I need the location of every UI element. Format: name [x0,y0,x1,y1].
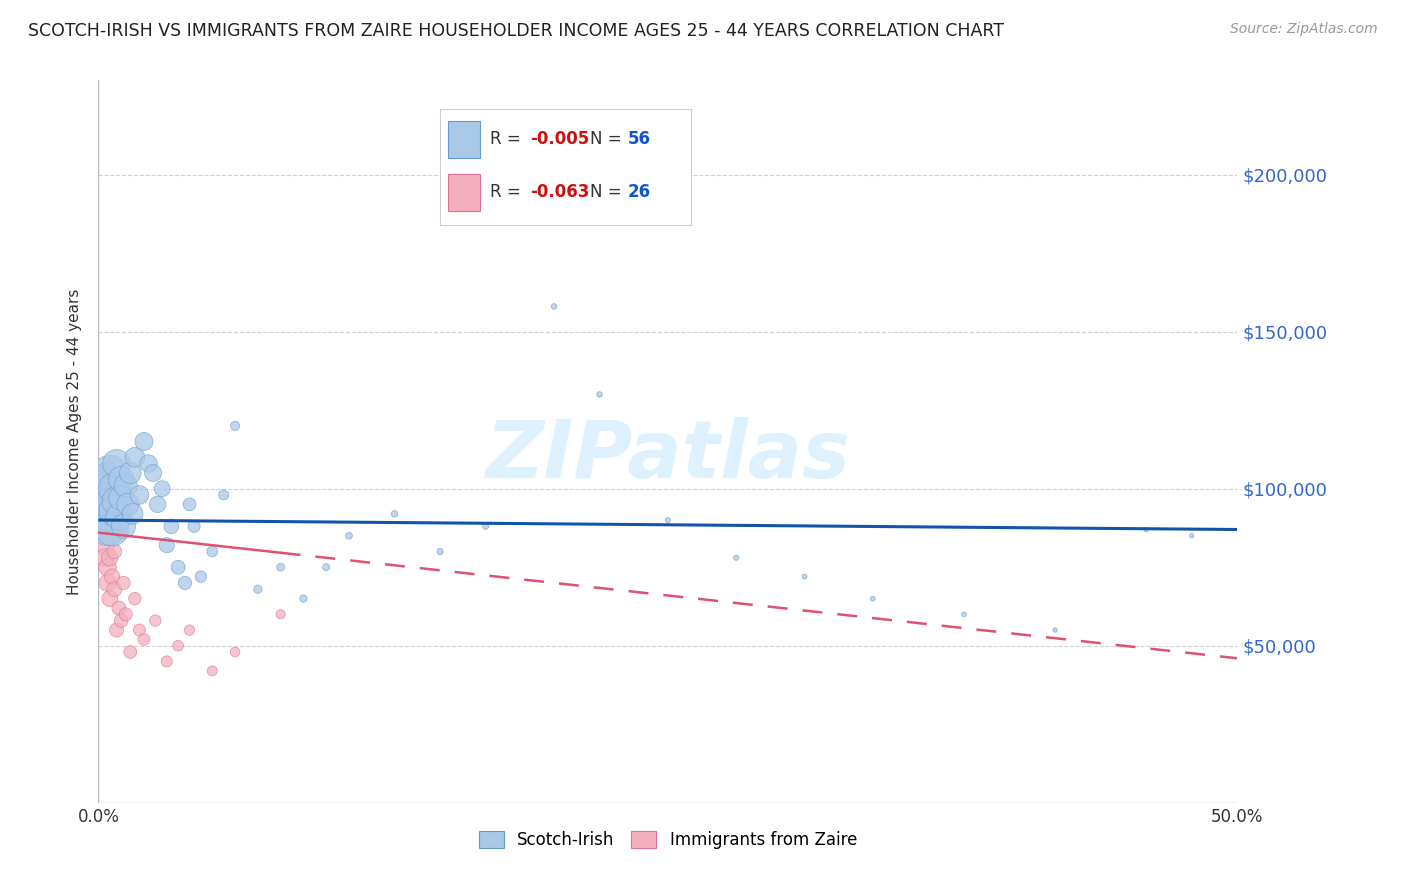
Point [337,529,360,543]
Point [121,507,143,521]
Point [96,519,118,533]
Point [91,482,114,496]
Point [201,664,224,678]
Point [132,632,155,647]
Point [120,645,142,659]
Point [103,482,125,496]
Legend: Scotch-Irish, Immigrants from Zaire: Scotch-Irish, Immigrants from Zaire [472,824,863,856]
Point [128,623,150,637]
Point [167,560,190,574]
Point [103,582,125,597]
Point [429,544,451,558]
Point [270,607,292,622]
Point [384,507,406,521]
Point [1181,529,1204,543]
Point [96,560,118,574]
Point [124,591,146,606]
Point [1135,523,1157,537]
Point [160,519,183,533]
Text: ZIPatlas: ZIPatlas [485,417,851,495]
Point [112,519,135,533]
Point [101,569,124,583]
Point [183,519,205,533]
Point [793,569,815,583]
Point [105,457,128,471]
Point [105,623,128,637]
Point [124,450,146,465]
Point [114,478,136,492]
Point [190,569,212,583]
Point [657,513,679,527]
Text: SCOTCH-IRISH VS IMMIGRANTS FROM ZAIRE HOUSEHOLDER INCOME AGES 25 - 44 YEARS CORR: SCOTCH-IRISH VS IMMIGRANTS FROM ZAIRE HO… [28,22,1004,40]
Point [953,607,976,622]
Point [112,575,135,590]
Point [114,607,136,622]
Text: Source: ZipAtlas.com: Source: ZipAtlas.com [1230,22,1378,37]
Point [246,582,269,597]
Point [224,645,246,659]
Point [94,497,117,511]
Point [292,591,315,606]
Point [98,591,121,606]
Point [224,418,246,433]
Point [110,614,132,628]
Point [98,507,121,521]
Point [94,538,117,552]
Point [543,300,565,314]
Point [315,560,337,574]
Point [145,614,167,628]
Point [98,550,121,565]
Point [156,538,179,552]
Point [201,544,224,558]
Point [862,591,884,606]
Point [101,523,124,537]
Point [101,497,124,511]
Point [474,519,496,533]
Point [128,488,150,502]
Point [96,475,118,490]
Point [96,575,118,590]
Point [1043,623,1066,637]
Point [110,472,132,486]
Point [103,503,125,517]
Point [725,550,748,565]
Point [174,575,197,590]
Point [132,434,155,449]
Point [146,497,169,511]
Point [108,601,131,615]
Point [103,544,125,558]
Point [167,639,190,653]
Point [105,494,128,508]
Point [142,466,165,480]
Point [179,623,201,637]
Point [120,466,142,480]
Point [212,488,235,502]
Y-axis label: Householder Income Ages 25 - 44 years: Householder Income Ages 25 - 44 years [67,288,83,595]
Point [108,510,131,524]
Point [98,466,121,480]
Point [117,497,139,511]
Point [179,497,201,511]
Point [138,457,160,471]
Point [110,491,132,505]
Point [156,655,179,669]
Point [94,550,117,565]
Point [94,488,117,502]
Point [91,482,114,496]
Point [270,560,292,574]
Point [150,482,173,496]
Point [588,387,610,401]
